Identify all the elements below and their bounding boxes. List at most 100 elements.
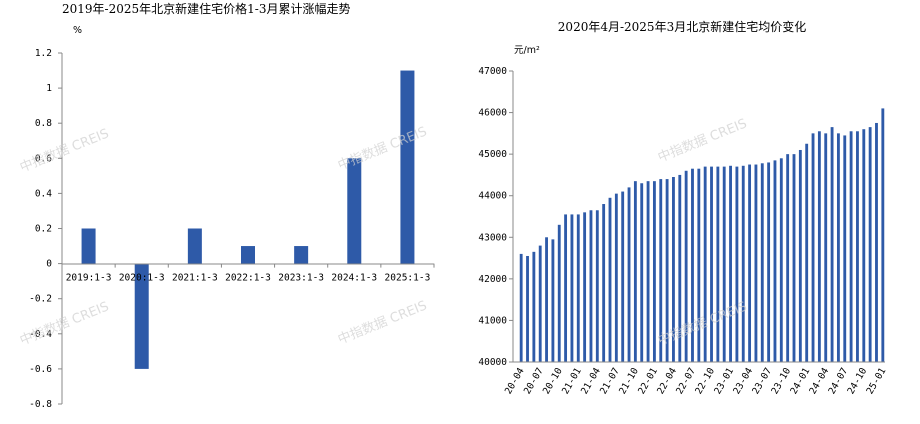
right-bar	[614, 193, 618, 362]
left-bar	[81, 228, 96, 264]
left-y-tick-label: 0.6	[35, 153, 52, 164]
right-bar	[684, 170, 688, 362]
left-y-tick-label: 1.2	[35, 48, 52, 59]
right-bar	[748, 164, 752, 362]
left-y-tick-label: 0.8	[35, 118, 52, 129]
right-bar	[665, 179, 669, 362]
right-bar	[621, 191, 625, 362]
right-bar	[532, 251, 536, 362]
watermark-5: 中指数据 CREIS	[656, 116, 749, 165]
right-y-tick-label: 45000	[478, 149, 507, 160]
right-bar	[856, 131, 859, 362]
right-bar	[735, 166, 739, 362]
right-bar	[767, 162, 771, 362]
right-bar	[729, 165, 732, 362]
right-bar	[564, 214, 568, 362]
right-x-ticks: 20-0420-0720-1021-0121-0421-0721-1022-01…	[503, 366, 889, 397]
right-bar	[595, 210, 599, 362]
right-bar	[875, 122, 878, 362]
right-bar	[786, 154, 790, 362]
right-bar	[652, 181, 656, 362]
right-bar	[519, 253, 523, 362]
right-bars	[519, 108, 885, 363]
right-bar	[843, 135, 847, 362]
left-x-tick-label: 2022:1-3	[225, 273, 271, 284]
right-chart-y-unit: 元/m²	[514, 45, 540, 56]
right-y-tick-label: 44000	[478, 191, 507, 202]
right-bar	[557, 224, 561, 362]
right-bar	[545, 237, 548, 362]
left-y-tick-label: -0.8	[29, 399, 52, 410]
right-y-tick-label: 47000	[478, 66, 507, 77]
right-bar	[716, 166, 720, 362]
right-bar	[773, 160, 777, 362]
left-chart-y-unit: %	[73, 25, 82, 36]
right-y-tick-label: 40000	[478, 357, 507, 368]
left-y-tick-label: 0	[46, 259, 52, 270]
right-bar	[703, 166, 707, 362]
right-bar	[754, 164, 758, 362]
right-bar	[817, 131, 821, 362]
right-y-ticks: 47000 46000 45000 44000 43000 42000 41000 40000	[478, 66, 513, 368]
watermark-1: 中指数据 CREIS	[18, 126, 111, 175]
left-x-tick-label: 2019:1-3	[66, 273, 112, 284]
left-bar	[134, 263, 149, 369]
right-bar	[881, 108, 885, 363]
right-bar	[570, 214, 574, 362]
right-bar	[608, 197, 612, 362]
right-bar	[640, 183, 644, 362]
left-y-tick-label: -0.2	[29, 294, 52, 305]
left-bar	[400, 70, 415, 264]
right-y-tick-label: 42000	[478, 274, 507, 285]
right-bar	[798, 149, 802, 362]
left-bar	[187, 228, 202, 264]
left-bar	[347, 158, 362, 264]
right-bar	[868, 127, 872, 362]
right-chart: 2020年4月-2025年3月北京新建住宅均价变化 元/m² 47000 4600…	[478, 19, 888, 396]
right-bar	[551, 239, 555, 362]
left-y-tick-label: 0.2	[35, 224, 52, 235]
right-y-tick-label: 41000	[478, 315, 507, 326]
right-bar	[779, 158, 783, 362]
watermark-3: 中指数据 CREIS	[18, 299, 111, 348]
right-bar	[805, 143, 809, 362]
left-chart-title: 2019年-2025年北京新建住宅价格1-3月累计涨幅走势	[62, 1, 350, 16]
right-x-tick-label: 25-01	[865, 366, 889, 397]
right-bar	[760, 163, 764, 362]
right-bar	[824, 133, 828, 362]
left-x-separators	[61, 263, 435, 268]
right-bar	[583, 212, 587, 362]
right-bar	[830, 127, 834, 362]
left-y-tick-label: -0.4	[29, 329, 52, 340]
right-bar	[526, 255, 529, 362]
left-bar	[241, 246, 255, 264]
left-x-tick-label: 2023:1-3	[278, 273, 324, 284]
right-bar	[678, 174, 682, 362]
right-bar	[710, 166, 713, 362]
watermark-6: 中指数据 CREIS	[656, 299, 749, 348]
right-bar	[646, 181, 650, 362]
right-bar	[633, 181, 637, 362]
right-bar	[538, 245, 542, 362]
right-bar	[576, 214, 580, 362]
watermark-4: 中指数据 CREIS	[336, 298, 429, 347]
right-bar	[697, 168, 701, 362]
right-bar	[849, 131, 853, 362]
right-bar	[589, 210, 593, 362]
left-y-tick-label: -0.6	[29, 364, 52, 375]
right-bar	[627, 187, 631, 362]
right-chart-title: 2020年4月-2025年3月北京新建住宅均价变化	[558, 19, 806, 34]
left-x-tick-label: 2025:1-3	[385, 273, 431, 284]
right-y-tick-label: 43000	[478, 232, 507, 243]
left-x-ticks: 2019:1-3 2020:1-3 2021:1-3 2022:1-3 2023:1-3…	[66, 273, 431, 284]
right-bar	[691, 168, 694, 362]
watermark-2: 中指数据 CREIS	[336, 124, 429, 173]
right-bar	[811, 133, 815, 362]
right-bar	[792, 154, 796, 362]
right-bar	[741, 165, 745, 362]
left-bar	[294, 246, 309, 264]
left-x-tick-label: 2020:1-3	[119, 273, 165, 284]
right-y-tick-label: 46000	[478, 108, 507, 119]
left-y-tick-label: 1	[46, 83, 52, 94]
right-bar	[722, 166, 726, 362]
